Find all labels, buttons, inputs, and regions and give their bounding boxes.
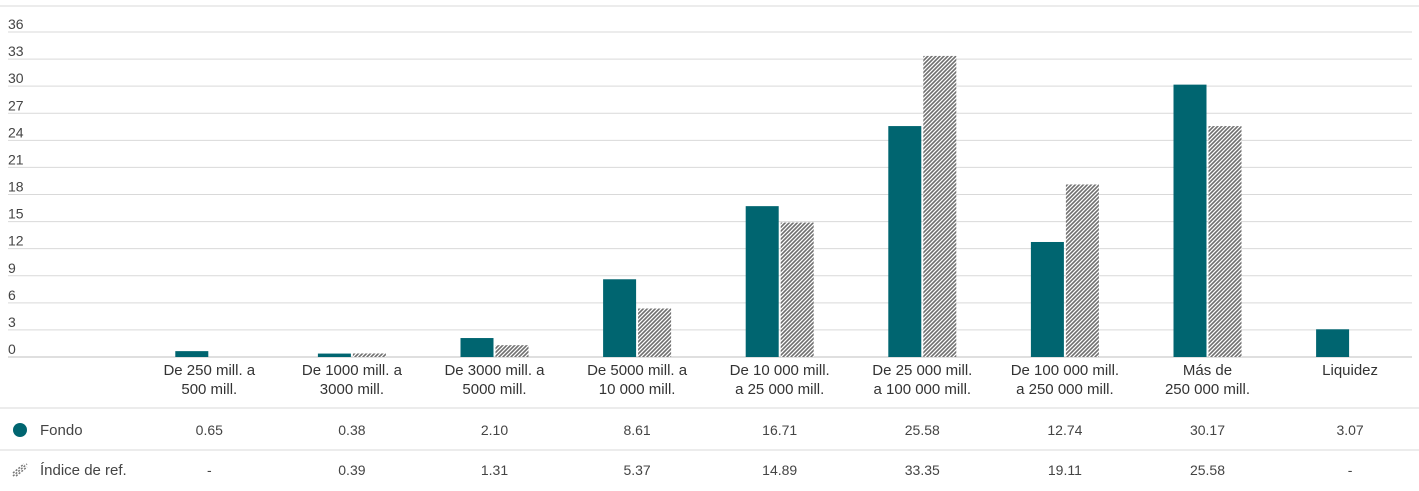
y-tick-label: 18 <box>8 179 24 195</box>
y-tick-label: 9 <box>8 260 16 276</box>
bar-indice <box>352 353 386 357</box>
data-label-indice: 5.37 <box>623 462 650 478</box>
data-label-indice: 19.11 <box>1048 462 1082 478</box>
bar-indice <box>923 55 957 357</box>
category-label: 500 mill. <box>181 381 237 398</box>
category-label: a 100 000 mill. <box>874 381 972 398</box>
data-label-fondo: 0.38 <box>338 422 365 438</box>
data-label-fondo: 0.65 <box>196 422 223 438</box>
bar-indice <box>495 345 529 357</box>
legend-indice-label: Índice de ref. <box>40 462 127 479</box>
category-label: a 250 000 mill. <box>1016 381 1114 398</box>
category-label: De 25 000 mill. <box>872 362 972 379</box>
legend-fondo-label: Fondo <box>40 422 83 439</box>
data-label-indice: 1.31 <box>481 462 508 478</box>
y-tick-label: 24 <box>8 124 24 140</box>
y-tick-label: 30 <box>8 70 24 86</box>
category-label: De 5000 mill. a <box>587 362 688 379</box>
category-label: De 1000 mill. a <box>302 362 403 379</box>
bar-fondo <box>1173 84 1207 357</box>
data-label-indice: 14.89 <box>762 462 797 478</box>
category-label: De 10 000 mill. <box>730 362 830 379</box>
bar-indice <box>780 222 814 357</box>
data-label-fondo: 2.10 <box>481 422 508 438</box>
y-tick-label: 12 <box>8 233 24 249</box>
category-label: a 25 000 mill. <box>735 381 824 398</box>
category-label: Más de <box>1183 362 1232 379</box>
data-label-indice: 25.58 <box>1190 462 1225 478</box>
y-tick-label: 3 <box>8 314 16 330</box>
bar-indice <box>638 308 672 357</box>
bar-fondo <box>460 338 494 357</box>
y-tick-label: 6 <box>8 287 16 303</box>
data-label-indice: - <box>207 462 212 478</box>
y-tick-label: 15 <box>8 206 24 222</box>
legend-fondo-marker <box>13 423 27 437</box>
bar-fondo <box>175 351 209 357</box>
data-label-fondo: 12.74 <box>1047 422 1082 438</box>
category-label: De 100 000 mill. <box>1011 362 1119 379</box>
bar-fondo <box>1030 241 1064 357</box>
legend-indice-marker <box>12 463 28 477</box>
y-tick-label: 36 <box>8 16 24 32</box>
y-tick-label: 27 <box>8 97 24 113</box>
bar-indice <box>1208 126 1242 357</box>
category-label: De 250 mill. a <box>163 362 255 379</box>
category-label: 10 000 mill. <box>599 381 676 398</box>
data-label-fondo: 8.61 <box>623 422 650 438</box>
y-tick-label: 21 <box>8 151 24 167</box>
data-label-indice: 0.39 <box>338 462 365 478</box>
bar-fondo <box>888 126 922 357</box>
category-label: Liquidez <box>1322 362 1378 379</box>
bar-fondo <box>317 353 351 357</box>
data-label-fondo: 30.17 <box>1190 422 1225 438</box>
category-label: 5000 mill. <box>462 381 526 398</box>
y-tick-label: 0 <box>8 341 16 357</box>
bar-fondo <box>603 279 637 357</box>
category-label: De 3000 mill. a <box>444 362 545 379</box>
data-label-fondo: 25.58 <box>905 422 940 438</box>
bar-fondo <box>1316 329 1350 357</box>
category-label: 250 000 mill. <box>1165 381 1250 398</box>
bar-indice <box>1065 184 1099 357</box>
category-label: 3000 mill. <box>320 381 384 398</box>
data-label-fondo: 16.71 <box>762 422 797 438</box>
bar-fondo <box>745 206 779 357</box>
data-label-indice: - <box>1348 462 1353 478</box>
data-label-fondo: 3.07 <box>1336 422 1363 438</box>
y-tick-label: 33 <box>8 43 24 59</box>
data-label-indice: 33.35 <box>905 462 940 478</box>
